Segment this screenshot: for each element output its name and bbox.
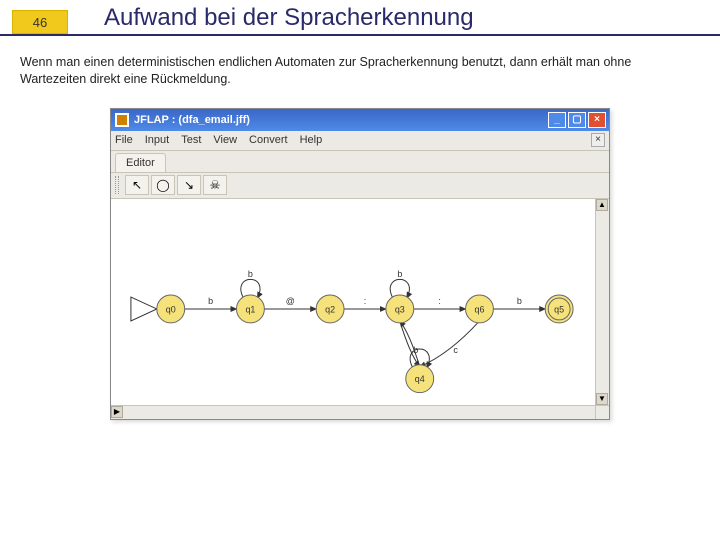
menu-view[interactable]: View (213, 134, 237, 146)
svg-text:q5: q5 (554, 304, 564, 314)
menu-file[interactable]: File (115, 134, 133, 146)
slide-title: Aufwand bei der Spracherkennung (104, 4, 474, 32)
svg-text:q2: q2 (325, 304, 335, 314)
app-icon (115, 113, 129, 127)
svg-text:b: b (208, 296, 213, 306)
svg-text:@: @ (286, 296, 295, 306)
toolbar-grip (115, 176, 119, 194)
menu-input[interactable]: Input (145, 134, 169, 146)
menu-test[interactable]: Test (181, 134, 201, 146)
automaton-diagram: b@::bbcbbq0q1q2q3q4q6q5 (111, 199, 595, 405)
scroll-right-icon[interactable]: ▶ (111, 406, 123, 418)
tab-editor[interactable]: Editor (115, 153, 166, 172)
slide-header: 46 Aufwand bei der Spracherkennung (0, 0, 720, 36)
scroll-down-icon[interactable]: ▼ (596, 393, 608, 405)
horizontal-scrollbar[interactable]: ◀ ▶ (111, 405, 595, 419)
close-button[interactable]: × (588, 112, 606, 128)
slide-number: 46 (12, 10, 68, 34)
tool-delete[interactable]: ☠ (203, 175, 227, 195)
window-buttons: _ ▢ × (548, 112, 606, 128)
svg-text::: : (438, 296, 441, 306)
minimize-button[interactable]: _ (548, 112, 566, 128)
toolbar: ↖ ◯ ↘ ☠ (111, 173, 609, 199)
tool-select[interactable]: ↖ (125, 175, 149, 195)
jflap-window: JFLAP : (dfa_email.jff) _ ▢ × File Input… (110, 108, 610, 420)
svg-text:c: c (453, 345, 458, 355)
inner-close-icon[interactable]: × (591, 133, 605, 147)
scrollbar-corner (595, 405, 609, 419)
maximize-button[interactable]: ▢ (568, 112, 586, 128)
svg-text:b: b (248, 269, 253, 279)
svg-text::: : (364, 296, 367, 306)
tool-state[interactable]: ◯ (151, 175, 175, 195)
slide-paragraph: Wenn man einen deterministischen endlich… (20, 54, 700, 88)
svg-text:q1: q1 (245, 304, 255, 314)
window-title: JFLAP : (dfa_email.jff) (134, 114, 548, 126)
window-titlebar[interactable]: JFLAP : (dfa_email.jff) _ ▢ × (111, 109, 609, 131)
tab-row: Editor (111, 151, 609, 173)
svg-text:b: b (397, 269, 402, 279)
menu-help[interactable]: Help (300, 134, 323, 146)
slide-body: Wenn man einen deterministischen endlich… (0, 36, 720, 420)
svg-text:q6: q6 (474, 304, 484, 314)
scroll-up-icon[interactable]: ▲ (596, 199, 608, 211)
svg-text:q0: q0 (166, 304, 176, 314)
canvas-inner[interactable]: b@::bbcbbq0q1q2q3q4q6q5 (111, 199, 595, 405)
svg-text:q3: q3 (395, 304, 405, 314)
tool-edge[interactable]: ↘ (177, 175, 201, 195)
editor-canvas[interactable]: b@::bbcbbq0q1q2q3q4q6q5 ▲ ▼ ◀ ▶ (111, 199, 609, 419)
vertical-scrollbar[interactable]: ▲ ▼ (595, 199, 609, 405)
svg-text:b: b (517, 296, 522, 306)
menu-convert[interactable]: Convert (249, 134, 288, 146)
menubar: File Input Test View Convert Help × (111, 131, 609, 151)
svg-text:q4: q4 (415, 374, 425, 384)
